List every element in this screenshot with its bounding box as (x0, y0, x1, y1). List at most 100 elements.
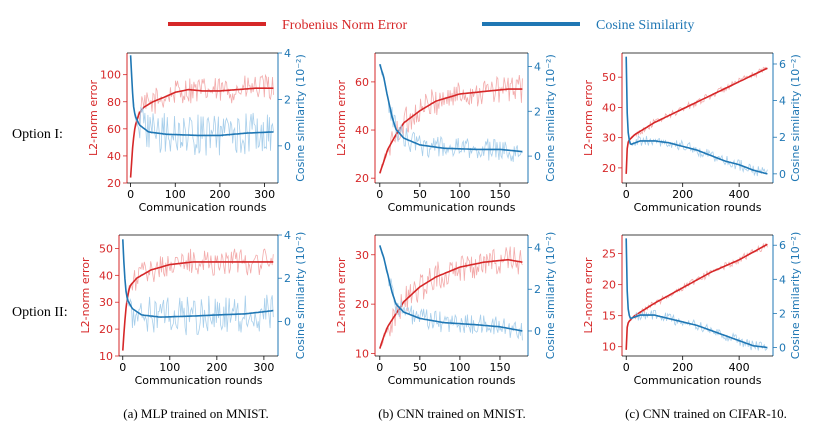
x-tick-label: 300 (254, 188, 275, 201)
y-right-tick-label: 0 (779, 168, 786, 181)
series-raw-l2-error (625, 242, 768, 350)
y-left-tick-label: 80 (107, 96, 121, 109)
y-left-tick-label: 15 (602, 310, 616, 323)
x-axis-label: Communication rounds (388, 374, 516, 387)
x-tick-label: 100 (449, 188, 470, 201)
caption-b: (b) CNN trained on MNIST. (378, 406, 525, 421)
series-raw-l2-error (379, 246, 523, 349)
y-right-tick-label: 0 (284, 315, 291, 328)
x-tick-label: 0 (623, 188, 630, 201)
x-tick-label: 400 (729, 361, 750, 374)
y-left-tick-label: 10 (355, 348, 369, 361)
caption-a: (a) MLP trained on MNIST. (123, 406, 269, 421)
legend-label-cosine: Cosine Similarity (596, 18, 694, 33)
x-tick-label: 200 (672, 361, 693, 374)
y-left-axis-label: L2-norm error (582, 257, 595, 333)
y-right-tick-label: 0 (284, 140, 291, 153)
x-tick-label: 300 (253, 361, 274, 374)
row-label-option-2: Option II: (12, 305, 68, 320)
series-raw-l2-error (379, 75, 523, 174)
y-left-tick-label: 20 (602, 162, 616, 175)
y-left-tick-label: 20 (602, 279, 616, 292)
y-right-tick-label: 4 (779, 95, 786, 108)
y-left-tick-label: 20 (355, 298, 369, 311)
y-right-tick-label: 0 (534, 150, 541, 163)
x-tick-label: 0 (376, 188, 383, 201)
y-right-tick-label: 0 (779, 341, 786, 354)
series-line-cosine (625, 238, 768, 349)
y-right-axis-label: Cosine similarity (10⁻²) (789, 232, 802, 359)
y-right-tick-label: 2 (779, 307, 786, 320)
legend-label-frobenius: Frobenius Norm Error (282, 18, 408, 33)
x-tick-label: 100 (449, 361, 470, 374)
series-line-l2-error (625, 67, 768, 174)
series-raw-cosine (130, 55, 274, 156)
y-right-tick-label: 6 (779, 239, 786, 252)
y-right-tick-label: 0 (534, 325, 541, 338)
y-left-tick-label: 40 (355, 124, 369, 137)
legend: Frobenius Norm Error Cosine Similarity (168, 18, 694, 33)
y-right-tick-label: 2 (534, 105, 541, 118)
y-left-axis-label: L2-norm error (335, 80, 348, 156)
series-line-l2-error (625, 243, 768, 350)
series-line-cosine (122, 239, 274, 318)
y-right-tick-label: 4 (534, 60, 541, 73)
y-left-tick-label: 30 (355, 249, 369, 262)
caption-c: (c) CNN trained on CIFAR-10. (625, 406, 787, 421)
series-line-l2-error (129, 87, 274, 178)
x-tick-label: 0 (376, 361, 383, 374)
y-right-tick-label: 2 (779, 131, 786, 144)
y-right-tick-label: 2 (284, 272, 291, 285)
y-left-tick-label: 30 (99, 296, 113, 309)
y-right-axis-label: Cosine similarity (10⁻²) (294, 54, 307, 181)
x-tick-label: 200 (206, 361, 227, 374)
y-right-tick-label: 6 (779, 58, 786, 71)
y-right-tick-label: 4 (284, 47, 291, 60)
y-left-tick-label: 10 (602, 341, 616, 354)
y-left-tick-label: 50 (602, 71, 616, 84)
x-axis-label: Communication rounds (634, 374, 762, 387)
y-left-tick-label: 40 (107, 150, 121, 163)
y-left-tick-label: 100 (100, 69, 121, 82)
y-right-axis-label: Cosine similarity (10⁻²) (544, 232, 557, 359)
x-tick-label: 50 (413, 361, 427, 374)
y-left-tick-label: 40 (602, 101, 616, 114)
series-line-l2-error (122, 261, 274, 351)
row-label-option-1: Option I: (12, 127, 63, 142)
y-right-axis-label: Cosine similarity (10⁻²) (294, 232, 307, 359)
y-left-tick-label: 20 (355, 172, 369, 185)
series-line-cosine (625, 56, 768, 175)
x-axis-label: Communication rounds (634, 201, 762, 214)
y-left-axis-label: L2-norm error (79, 257, 92, 333)
x-tick-label: 200 (672, 188, 693, 201)
x-tick-label: 0 (127, 188, 134, 201)
x-axis-label: Communication rounds (139, 201, 267, 214)
y-left-tick-label: 60 (107, 123, 121, 136)
x-tick-label: 0 (119, 361, 126, 374)
series-raw-cosine (379, 247, 523, 341)
series-raw-cosine (379, 64, 523, 162)
y-left-tick-label: 30 (602, 132, 616, 145)
y-left-axis-label: L2-norm error (582, 80, 595, 156)
y-left-axis-label: L2-norm error (87, 80, 100, 156)
series-line-cosine (129, 55, 274, 137)
x-axis-label: Communication rounds (388, 201, 516, 214)
series-line-cosine (379, 245, 523, 332)
y-right-tick-label: 4 (284, 229, 291, 242)
series-raw-l2-error (625, 66, 768, 174)
x-tick-label: 100 (165, 188, 186, 201)
y-right-axis-label: Cosine similarity (10⁻²) (789, 54, 802, 181)
y-left-tick-label: 20 (107, 177, 121, 190)
x-tick-label: 50 (413, 188, 427, 201)
series-raw-cosine (625, 57, 768, 177)
x-tick-label: 100 (159, 361, 180, 374)
series-raw-l2-error (122, 248, 274, 350)
y-left-tick-label: 50 (99, 242, 113, 255)
x-axis-label: Communication rounds (135, 374, 263, 387)
